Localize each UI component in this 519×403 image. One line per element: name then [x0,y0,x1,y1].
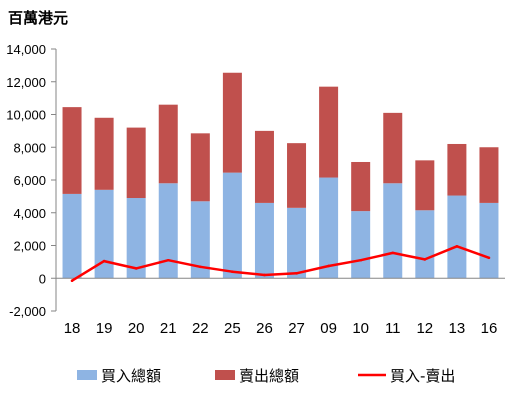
line-point [166,258,170,262]
bar-buy-total [319,177,339,279]
bar-buy-total [254,202,274,279]
legend: 買入總額 賣出總額 買入-賣出 [77,367,455,385]
bar-buy-total [94,189,114,279]
bar-sell-total [62,107,82,194]
bar-buy-total [383,183,403,279]
line-point [455,245,459,248]
x-tick-label: 20 [128,320,145,337]
y-tick-label: -2,000 [9,304,46,319]
bar-sell-total [383,112,403,184]
line-point [391,251,395,255]
line-series-group [70,245,491,283]
bar-sell-total [254,130,274,203]
bar-buy-total [62,193,82,279]
legend-swatch [215,370,235,380]
x-tick-label: 11 [385,320,401,337]
x-tick-label: 27 [288,320,305,337]
y-tick-label: 10,000 [6,108,46,123]
x-tick-label: 18 [64,320,81,337]
line-point [359,258,362,262]
x-tick-label: 13 [449,320,466,337]
bar-sell-total [222,72,242,173]
y-tick-label: 6,000 [13,173,46,188]
legend-label: 買入總額 [101,367,161,385]
y-tick-label: 4,000 [13,206,46,221]
bar-sell-total [351,161,371,212]
line-point [327,264,330,268]
line-point [423,258,427,261]
line-net-buy-sell [71,245,490,282]
line-point [70,279,74,283]
y-tick-label: 2,000 [13,239,46,254]
bar-buy-total [190,201,210,279]
y-tick-label: 12,000 [6,75,46,90]
x-tick-label: 16 [481,320,498,337]
x-tick-label: 25 [224,320,241,337]
bar-buy-total [447,195,467,279]
bar-buy-total [222,172,242,279]
x-tick-label: 12 [416,320,433,337]
bar-sell-total [94,117,114,190]
x-tick-label: 21 [160,320,177,337]
bar-sell-total [126,127,146,199]
y-tick-label: 14,000 [6,42,46,57]
legend-label: 買入-賣出 [390,367,455,385]
bar-sell-total [415,160,435,211]
bar-buy-total [126,198,146,279]
line-point [263,273,266,277]
line-point [487,256,491,260]
line-point [102,259,106,263]
y-tick-label: 8,000 [13,140,46,155]
y-tick-label: 0 [39,271,46,286]
bar-sell-total [287,143,307,208]
bar-sell-total [158,104,178,184]
x-tick-label: 26 [256,320,273,337]
bar-sell-total [447,143,467,196]
bar-series-group [56,72,505,279]
legend-label: 賣出總額 [239,367,299,385]
y-axis-ticks: -2,000 0 2,000 4,000 6,000 8,000 10,000 12,000 1… [6,42,57,319]
bar-buy-total [158,183,178,279]
line-point [231,270,234,274]
bar-buy-total [287,207,307,279]
x-tick-label: 19 [96,320,113,337]
y-axis-unit-title: 百萬港元 [8,9,69,27]
line-point [295,272,298,275]
x-tick-label: 22 [192,320,209,337]
line-point [199,265,202,269]
bar-sell-total [479,147,499,203]
bar-buy-total [415,210,435,279]
x-tick-label: 10 [352,320,369,337]
x-axis-ticks: 18 19 20 21 22 25 26 27 09 10 11 12 13 16 [64,320,498,337]
legend-swatch [77,370,97,380]
x-tick-label: 09 [320,320,337,337]
bar-buy-total [351,211,371,279]
bar-buy-total [479,202,499,279]
bar-sell-total [319,86,339,178]
line-point [134,267,138,270]
bar-sell-total [190,133,210,202]
